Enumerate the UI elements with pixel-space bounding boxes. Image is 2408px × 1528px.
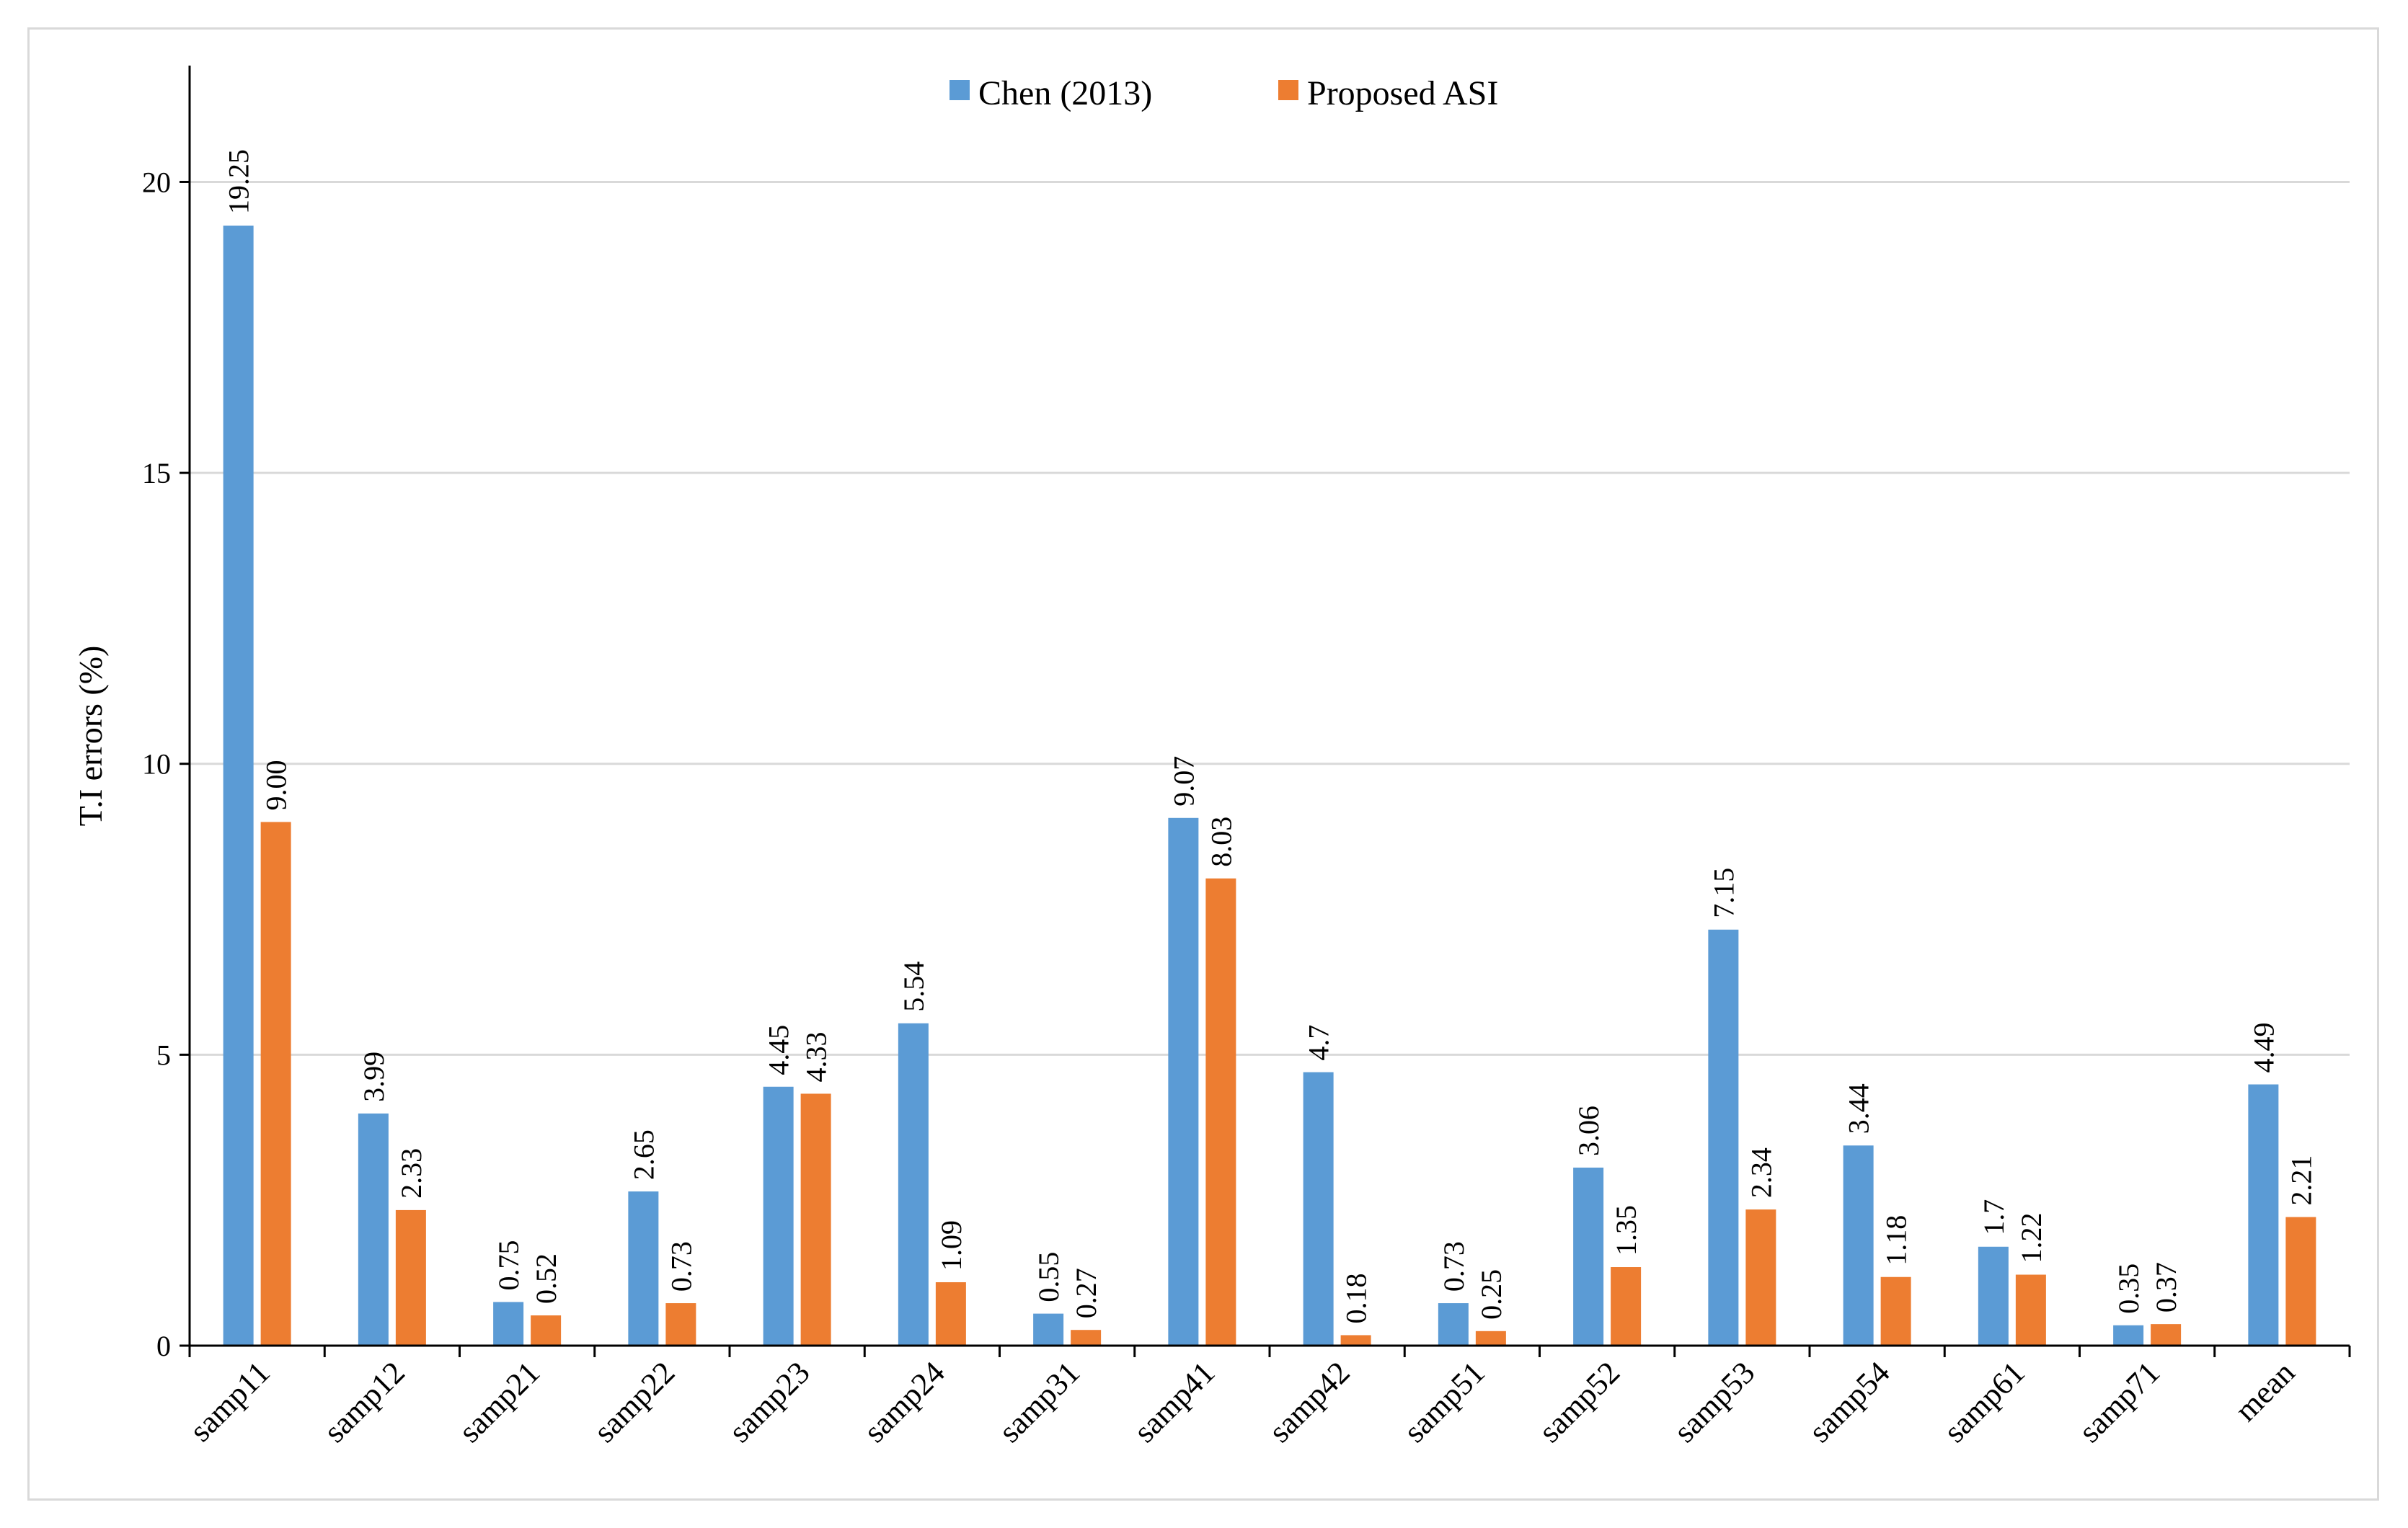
data-label: 19.25 [223, 149, 255, 214]
bar-chen-samp53 [1708, 929, 1739, 1346]
data-label: 0.18 [1340, 1273, 1373, 1323]
chart-frame: 19.25 9.00 3.99 2.33 0.75 0.52 2.65 0.73 4.45 4.3… [27, 27, 2379, 1501]
data-label: 2.34 [1745, 1147, 1777, 1198]
bar-chen-samp52 [1573, 1167, 1604, 1346]
x-category-label: samp42 [1262, 1354, 1356, 1449]
bar-chen-mean [2248, 1084, 2279, 1346]
x-category-label: samp11 [182, 1354, 276, 1448]
data-label: 0.55 [1032, 1252, 1065, 1302]
x-category-label: mean [2228, 1354, 2301, 1428]
x-category-label: samp52 [1532, 1354, 1626, 1449]
data-label: 1.09 [935, 1220, 968, 1271]
x-category-label: samp24 [857, 1354, 952, 1449]
y-tick-label: 20 [142, 166, 171, 198]
bar-proposed-samp31 [1071, 1330, 1102, 1346]
data-label: 2.21 [2285, 1155, 2317, 1206]
data-labels: 19.25 9.00 3.99 2.33 0.75 0.52 2.65 0.73 4.45 4.3… [223, 149, 2318, 1323]
bar-chen-samp12 [358, 1113, 389, 1346]
bar-chen-samp23 [763, 1086, 794, 1346]
bar-chen-samp51 [1438, 1303, 1469, 1346]
data-label: 0.73 [665, 1241, 697, 1292]
bar-chen-samp61 [1978, 1246, 2009, 1346]
bar-proposed-samp23 [800, 1093, 831, 1346]
data-label: 9.07 [1167, 756, 1200, 807]
data-label: 5.54 [898, 961, 930, 1012]
x-category-label: samp71 [2072, 1354, 2166, 1449]
data-label: 0.75 [492, 1240, 525, 1290]
x-category-label: samp21 [452, 1354, 546, 1449]
x-category-label: samp54 [1802, 1354, 1896, 1449]
data-label: 3.44 [1843, 1083, 1875, 1134]
bar-proposed-samp53 [1745, 1209, 1776, 1346]
data-label: 0.27 [1070, 1268, 1102, 1318]
bars [223, 226, 2316, 1346]
data-label: 4.45 [763, 1025, 795, 1075]
bar-chen-samp41 [1168, 817, 1199, 1346]
data-label: 2.65 [627, 1129, 660, 1180]
x-category-label: samp22 [587, 1354, 681, 1449]
legend-label: Chen (2013) [978, 74, 1152, 112]
data-label: 2.33 [395, 1148, 428, 1199]
bar-proposed-samp42 [1340, 1335, 1371, 1346]
y-tick-label: 15 [142, 457, 171, 489]
data-label: 0.73 [1438, 1241, 1470, 1292]
legend-swatch-proposed [1278, 80, 1298, 100]
data-label: 0.35 [2112, 1263, 2145, 1314]
bar-proposed-samp22 [665, 1303, 696, 1346]
y-tick-label: 0 [156, 1330, 171, 1362]
bar-proposed-samp54 [1880, 1276, 1911, 1346]
data-label: 1.18 [1880, 1215, 1913, 1266]
data-label: 0.52 [530, 1253, 562, 1304]
bar-proposed-samp71 [2151, 1324, 2182, 1346]
bar-proposed-samp51 [1475, 1331, 1506, 1346]
bar-proposed-samp24 [935, 1282, 966, 1346]
bar-chen-samp24 [898, 1023, 929, 1346]
x-category-label: samp41 [1127, 1354, 1221, 1449]
y-tick-label: 10 [142, 748, 171, 781]
data-label: 3.99 [358, 1052, 390, 1102]
x-category-label: samp53 [1667, 1354, 1761, 1449]
bar-chart: 19.25 9.00 3.99 2.33 0.75 0.52 2.65 0.73 4.45 4.3… [72, 66, 2351, 1449]
bar-chen-samp31 [1033, 1313, 1064, 1346]
bar-proposed-samp52 [1611, 1267, 1642, 1346]
data-label: 4.33 [800, 1031, 833, 1082]
bar-chen-samp54 [1843, 1145, 1874, 1346]
bar-chen-samp42 [1303, 1072, 1334, 1346]
legend: Chen (2013) Proposed ASI [950, 74, 1498, 112]
data-label: 0.25 [1475, 1269, 1508, 1320]
legend-label: Proposed ASI [1307, 74, 1498, 112]
y-tick-label: 5 [156, 1039, 171, 1071]
data-label: 8.03 [1205, 817, 1237, 867]
bar-proposed-samp12 [395, 1209, 426, 1346]
x-category-label: samp23 [722, 1354, 816, 1449]
bar-chen-samp22 [628, 1191, 659, 1346]
x-category-label: samp31 [992, 1354, 1086, 1449]
bar-proposed-samp21 [531, 1315, 562, 1346]
y-axis-title: T.I errors (%) [72, 646, 109, 827]
bar-proposed-samp61 [2015, 1274, 2046, 1346]
legend-swatch-chen [950, 80, 970, 100]
data-label: 1.22 [2015, 1213, 2048, 1263]
data-label: 7.15 [1707, 868, 1740, 918]
data-label: 4.49 [2247, 1023, 2280, 1073]
bar-proposed-mean [2285, 1217, 2316, 1346]
x-category-label: samp61 [1937, 1354, 2032, 1449]
bar-chen-samp11 [223, 226, 254, 1346]
bar-chen-samp21 [493, 1302, 524, 1346]
gridlines [190, 180, 2350, 1056]
data-label: 1.7 [1978, 1199, 2010, 1235]
data-label: 3.06 [1572, 1106, 1605, 1156]
x-category-label: samp51 [1397, 1354, 1492, 1449]
data-label: 0.37 [2150, 1262, 2182, 1312]
data-label: 4.7 [1303, 1025, 1335, 1061]
bar-proposed-samp41 [1205, 878, 1236, 1346]
data-label: 9.00 [260, 760, 293, 810]
data-label: 1.35 [1610, 1205, 1642, 1256]
x-category-label: samp12 [317, 1354, 412, 1449]
bar-chen-samp71 [2113, 1325, 2144, 1346]
bar-proposed-samp11 [260, 822, 291, 1346]
